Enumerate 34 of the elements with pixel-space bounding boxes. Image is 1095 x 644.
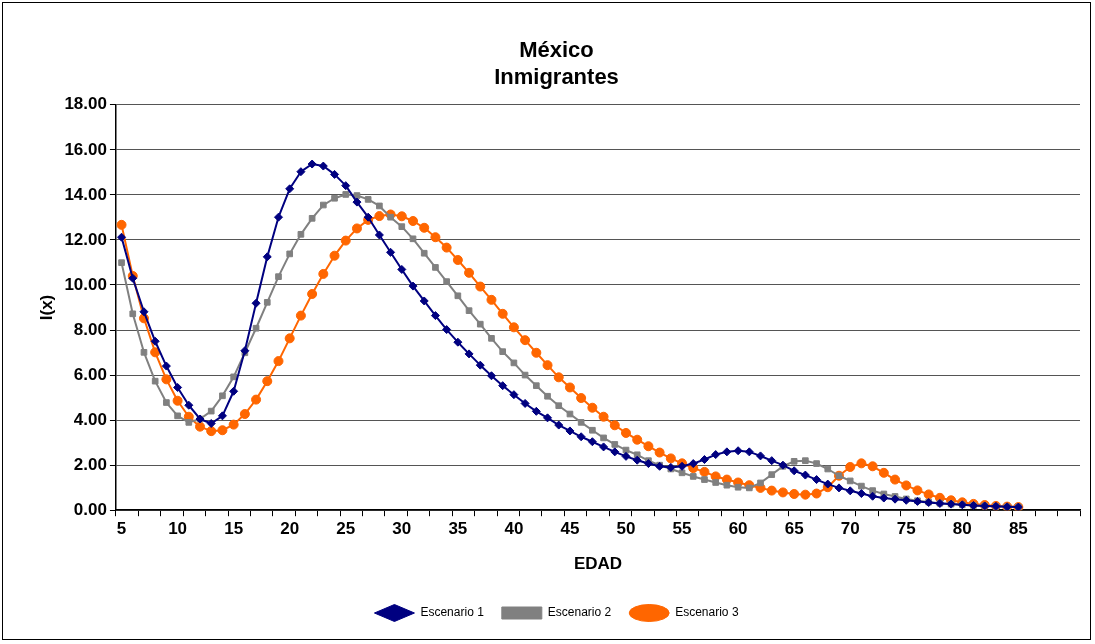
x-tick-label: 60	[728, 519, 748, 539]
x-tick-label: 10	[168, 519, 188, 539]
x-tick-label: 65	[784, 519, 804, 539]
y-tick-label: 2.00	[73, 454, 107, 474]
x-tick-label: 25	[336, 519, 356, 539]
y-axis-title: I(x)	[36, 294, 56, 321]
x-axis-title: EDAD	[573, 554, 623, 574]
x-tick-label: 5	[116, 519, 127, 539]
x-tick-label: 45	[560, 519, 580, 539]
y-tick-label: 14.00	[64, 184, 107, 204]
y-tick-label: 16.00	[64, 139, 107, 159]
legend-label: Escenario 3	[675, 605, 739, 620]
y-tick-label: 0.00	[73, 499, 107, 519]
y-tick-label: 12.00	[64, 229, 107, 249]
y-tick-label: 18.00	[64, 94, 107, 114]
x-tick-label: 30	[392, 519, 412, 539]
x-tick-label: 75	[896, 519, 916, 539]
x-tick-label: 80	[952, 519, 972, 539]
y-tick-label: 8.00	[73, 319, 107, 339]
x-tick-label: 15	[224, 519, 244, 539]
x-tick-label: 20	[280, 519, 300, 539]
x-tick-label: 40	[504, 519, 524, 539]
y-tick-label: 10.00	[64, 274, 107, 294]
text: Inmigrantes	[494, 63, 619, 89]
y-tick-label: 4.00	[73, 409, 107, 429]
x-tick-label: 50	[616, 519, 636, 539]
text: México	[519, 37, 594, 63]
x-tick-label: 70	[840, 519, 860, 539]
y-tick-label: 6.00	[73, 364, 107, 384]
x-tick-label: 55	[672, 519, 692, 539]
x-tick-label: 35	[448, 519, 468, 539]
x-tick-label: 85	[1008, 519, 1028, 539]
legend-label: Escenario 2	[547, 605, 612, 620]
legend-label: Escenario 1	[420, 605, 485, 620]
